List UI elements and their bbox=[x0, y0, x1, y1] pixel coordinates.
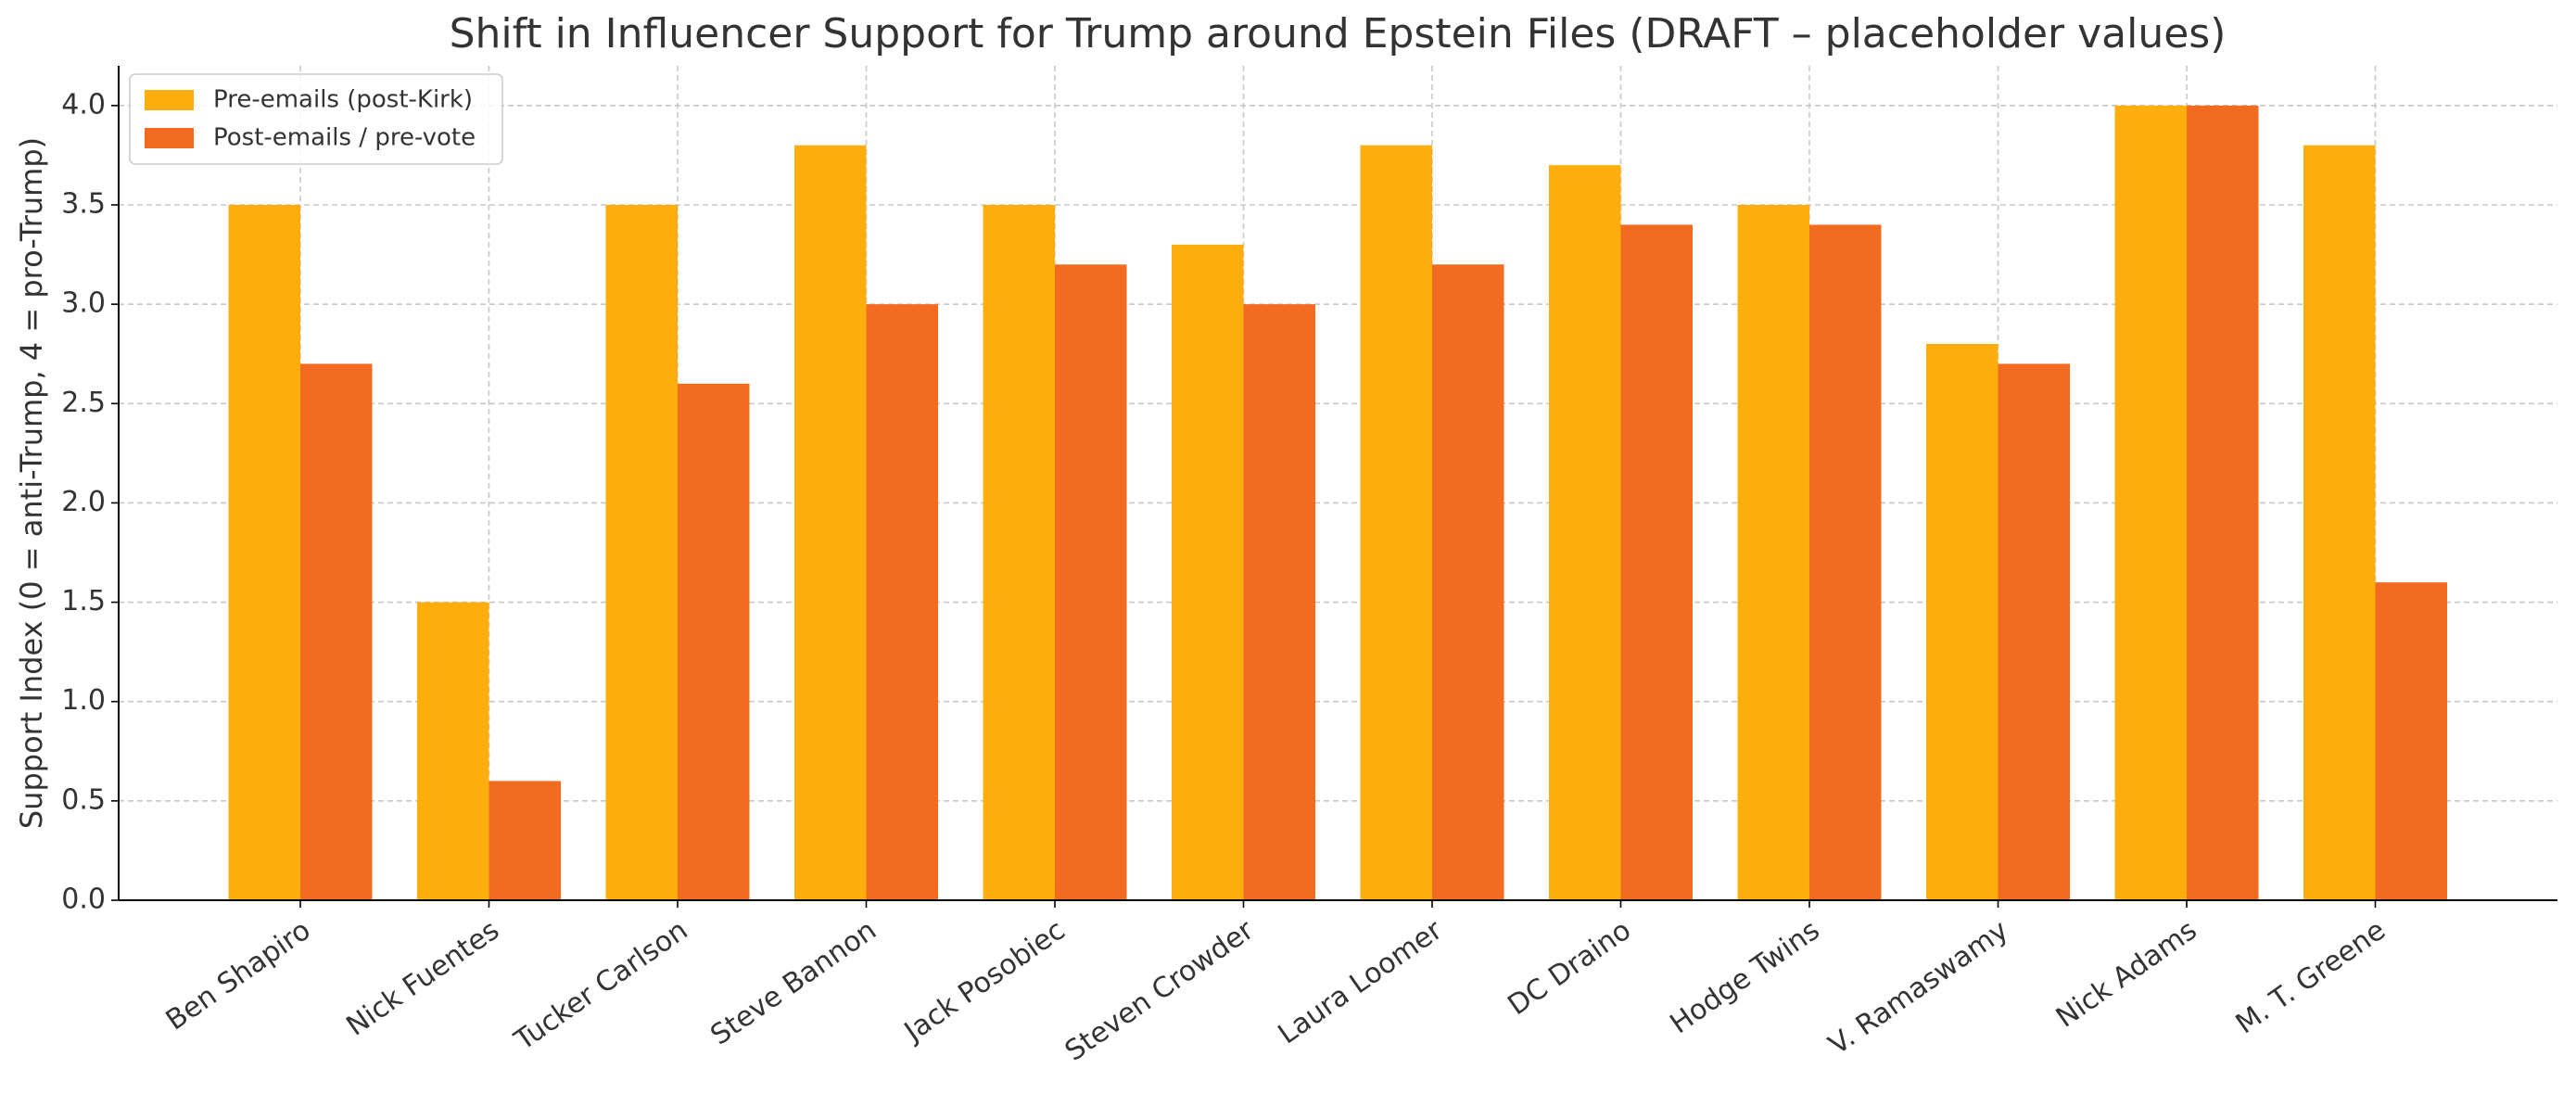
bar bbox=[1809, 224, 1882, 900]
x-tick-label: DC Draino bbox=[1502, 914, 1636, 1022]
y-tick-label: 1.5 bbox=[61, 585, 106, 617]
legend-swatch bbox=[145, 128, 194, 148]
bar bbox=[2114, 105, 2187, 901]
y-tick-label: 3.0 bbox=[61, 287, 106, 320]
y-tick-label: 4.0 bbox=[61, 88, 106, 121]
x-tick-label: Nick Adams bbox=[2050, 914, 2203, 1035]
bar bbox=[1998, 363, 2070, 900]
bar bbox=[866, 304, 938, 901]
bar bbox=[1172, 244, 1244, 900]
legend-swatch bbox=[145, 90, 194, 110]
x-tick-label: M. T. Greene bbox=[2230, 914, 2392, 1041]
x-tick-label: Tucker Carlson bbox=[508, 914, 693, 1058]
y-tick-label: 2.5 bbox=[61, 387, 106, 419]
bar bbox=[1549, 165, 1621, 901]
bar bbox=[605, 205, 678, 900]
legend-label: Post-emails / pre-vote bbox=[213, 124, 476, 152]
bar bbox=[228, 205, 300, 900]
bar bbox=[300, 363, 373, 900]
bar bbox=[489, 781, 561, 900]
x-tick-label: Jack Posobiec bbox=[897, 914, 1071, 1049]
x-tick-label: V. Ramaswamy bbox=[1823, 914, 2014, 1062]
y-tick-label: 0.0 bbox=[61, 884, 106, 916]
y-axis-label: Support Index (0 = anti-Trump, 4 = pro-T… bbox=[14, 137, 49, 829]
y-tick-label: 3.5 bbox=[61, 188, 106, 221]
bar bbox=[1360, 145, 1432, 900]
legend: Pre-emails (post-Kirk) Post-emails / pre-… bbox=[129, 73, 503, 165]
y-tick-label: 0.5 bbox=[61, 783, 106, 816]
legend-label: Pre-emails (post-Kirk) bbox=[213, 86, 473, 114]
x-tick-label: Nick Fuentes bbox=[340, 914, 504, 1043]
bar bbox=[2187, 105, 2259, 901]
x-tick-label: Laura Loomer bbox=[1273, 913, 1449, 1050]
x-tick-label: Steve Bannon bbox=[704, 914, 882, 1052]
bar bbox=[1055, 264, 1127, 900]
x-tick-label: Hodge Twins bbox=[1664, 914, 1825, 1040]
bar bbox=[2303, 145, 2376, 900]
bar bbox=[1432, 264, 1504, 900]
bar bbox=[2375, 582, 2447, 900]
bar bbox=[1737, 205, 1809, 900]
x-tick-label: Steven Crowder bbox=[1060, 913, 1261, 1067]
legend-box bbox=[129, 73, 503, 165]
bar bbox=[1926, 344, 1999, 900]
bar bbox=[417, 602, 489, 900]
bar bbox=[794, 145, 867, 900]
y-tick-label: 1.0 bbox=[61, 684, 106, 717]
bar bbox=[983, 205, 1055, 900]
y-tick-label: 2.0 bbox=[61, 486, 106, 518]
chart-title: Shift in Influencer Support for Trump ar… bbox=[450, 10, 2227, 57]
x-tick-label: Ben Shapiro bbox=[160, 914, 317, 1037]
bar bbox=[678, 383, 750, 900]
bar bbox=[1620, 224, 1693, 900]
bar bbox=[1243, 304, 1315, 901]
